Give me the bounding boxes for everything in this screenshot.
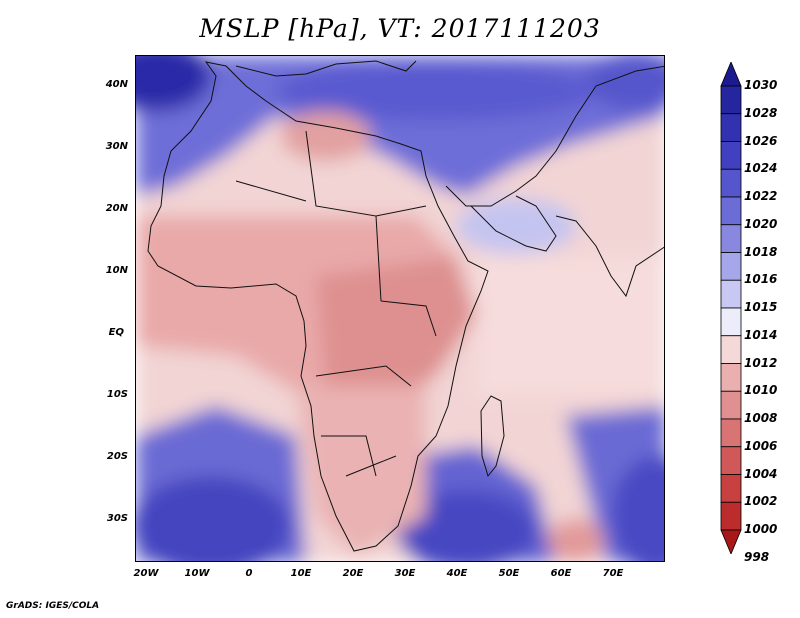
colorbar xyxy=(720,62,742,554)
lat-label-10n: 10N xyxy=(105,265,128,276)
lat-label-40n: 40N xyxy=(105,79,128,90)
pressure-field xyxy=(136,56,664,561)
colorbar-swatch xyxy=(720,446,742,475)
lat-label-30s: 30S xyxy=(106,513,128,524)
colorbar-label: 1022 xyxy=(744,189,778,203)
colorbar-label: 1002 xyxy=(744,494,778,509)
colorbar-swatch xyxy=(720,196,742,226)
lon-label-20w: 20W xyxy=(133,568,159,579)
grads-credit: GrADS: IGES/COLA xyxy=(6,601,100,611)
colorbar-swatch xyxy=(720,474,742,503)
colorbar-swatch xyxy=(720,224,742,253)
mslp-map[interactable] xyxy=(135,55,665,562)
lat-label-20n: 20N xyxy=(105,203,128,214)
colorbar-swatch xyxy=(720,85,742,115)
colorbar-swatch xyxy=(720,141,742,170)
colorbar-label: 1014 xyxy=(744,327,778,342)
colorbar-swatch xyxy=(720,501,742,531)
mslp-field-svg xyxy=(136,56,664,561)
colorbar-label: 1010 xyxy=(744,383,778,398)
colorbar-label: 1018 xyxy=(744,244,778,259)
lon-label-10e: 10E xyxy=(290,568,312,579)
coastlines xyxy=(147,60,664,552)
colorbar-label: 1008 xyxy=(744,411,778,425)
colorbar-label: 1016 xyxy=(744,272,778,287)
colorbar-label: 1012 xyxy=(744,355,778,370)
colorbar-swatch xyxy=(720,390,742,420)
colorbar-swatch xyxy=(720,307,742,337)
colorbar-swatch xyxy=(720,168,742,198)
lon-label-0: 0 xyxy=(245,568,253,579)
colorbar-label: 1024 xyxy=(744,161,778,176)
colorbar-label: 1030 xyxy=(744,78,778,92)
lat-label-20s: 20S xyxy=(106,451,128,462)
map-title: MSLP [hPa], VT: 2017111203 xyxy=(199,14,601,43)
colorbar-bottom-arrow xyxy=(720,529,742,554)
lon-label-70e: 70E xyxy=(602,568,624,579)
colorbar-swatch xyxy=(720,113,742,142)
lat-label-eq: EQ xyxy=(108,327,124,338)
colorbar-label: 1004 xyxy=(744,466,778,481)
colorbar-swatch xyxy=(720,279,742,309)
colorbar-label: 1006 xyxy=(744,438,778,453)
colorbar-swatch xyxy=(720,418,742,448)
lon-label-50e: 50E xyxy=(498,568,520,579)
colorbar-swatch xyxy=(720,335,742,364)
colorbar-swatch xyxy=(720,252,742,281)
colorbar-label: 1028 xyxy=(744,105,778,120)
colorbar-label: 998 xyxy=(744,549,770,564)
lon-label-60e: 60E xyxy=(550,568,572,579)
lon-label-10w: 10W xyxy=(184,568,210,579)
lon-label-20e: 20E xyxy=(342,568,364,579)
colorbar-label: 1000 xyxy=(744,522,778,536)
lat-label-30n: 30N xyxy=(105,141,128,152)
colorbar-label: 1020 xyxy=(744,216,778,231)
colorbar-swatch xyxy=(720,363,742,392)
lat-label-10s: 10S xyxy=(106,389,128,400)
colorbar-label: 1015 xyxy=(744,300,778,314)
colorbar-top-arrow xyxy=(720,62,742,87)
lon-label-30e: 30E xyxy=(394,568,416,579)
lon-label-40e: 40E xyxy=(446,568,468,579)
colorbar-label: 1026 xyxy=(744,133,778,148)
